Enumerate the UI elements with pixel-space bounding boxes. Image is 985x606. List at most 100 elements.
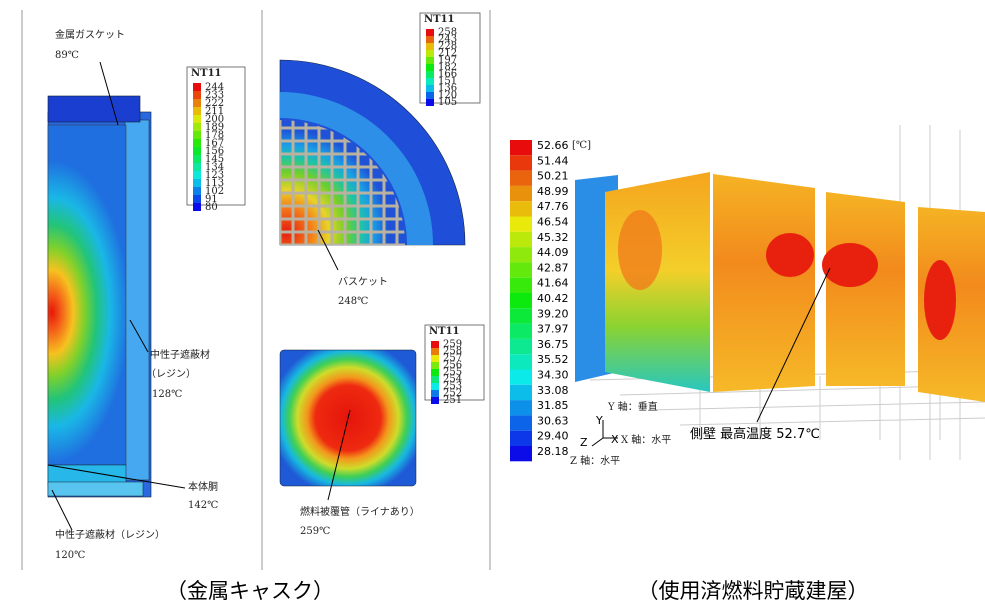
scale-swatch bbox=[510, 262, 532, 277]
scale-label: 50.21 bbox=[537, 170, 569, 183]
legend-swatch bbox=[426, 50, 434, 57]
label: 本体胴 bbox=[188, 480, 218, 493]
legend-label: 80 bbox=[205, 202, 218, 213]
legend-swatch bbox=[193, 155, 201, 163]
label: 120℃ bbox=[55, 550, 85, 561]
scale-label: 31.85 bbox=[537, 399, 569, 412]
scale-label: 37.97 bbox=[537, 323, 569, 336]
note: 側壁 最高温度 52.7℃ bbox=[690, 426, 820, 442]
legend-swatch bbox=[193, 171, 201, 179]
legend-swatch bbox=[431, 376, 439, 383]
scale-swatch bbox=[510, 232, 532, 247]
label: 燃料被覆管（ライナあり） bbox=[300, 505, 420, 518]
legend-swatch bbox=[431, 397, 439, 404]
scale-label: 41.64 bbox=[537, 277, 569, 290]
scale-swatch bbox=[510, 400, 532, 415]
caption: （使用済燃料貯蔵建屋） bbox=[638, 579, 869, 603]
legend-swatch bbox=[426, 92, 434, 99]
figure: 金属ガスケット 89℃ 中性子遮蔽材 （レジン） 128℃ 本体胴 142℃ 中… bbox=[0, 0, 985, 606]
legend-swatch bbox=[426, 57, 434, 64]
legend-swatch bbox=[193, 147, 201, 155]
label: 128℃ bbox=[152, 389, 182, 400]
scale-swatch bbox=[510, 385, 532, 400]
caption: （金属キャスク） bbox=[166, 579, 334, 603]
legend-swatch bbox=[193, 115, 201, 123]
legend-label: 251 bbox=[443, 395, 462, 406]
scale-swatch bbox=[510, 339, 532, 354]
scale-swatch bbox=[510, 370, 532, 385]
legend-swatch bbox=[193, 179, 201, 187]
legend-swatch bbox=[193, 139, 201, 147]
scale-label: 28.18 bbox=[537, 445, 569, 458]
legend-label: 105 bbox=[438, 97, 457, 108]
axis-label: Z 軸：水平 bbox=[570, 454, 620, 467]
scale-swatch bbox=[510, 431, 532, 446]
axis-label: X bbox=[611, 433, 619, 446]
scale-label: 35.52 bbox=[537, 353, 569, 366]
unit: [℃] bbox=[572, 140, 591, 151]
scale-label: 47.76 bbox=[537, 200, 569, 213]
scale-label: 29.40 bbox=[537, 430, 569, 443]
scale-label: 45.32 bbox=[537, 231, 569, 244]
axis-label: Y bbox=[595, 414, 603, 427]
scale-label: 39.20 bbox=[537, 307, 569, 320]
scale-swatch bbox=[510, 415, 532, 430]
legend-swatch bbox=[426, 85, 434, 92]
legend-swatch bbox=[193, 195, 201, 203]
axis-label: Z bbox=[580, 436, 588, 449]
legend-swatch bbox=[193, 99, 201, 107]
legend-swatch bbox=[431, 362, 439, 369]
scale-swatch bbox=[510, 324, 532, 339]
legend-swatch bbox=[193, 131, 201, 139]
legend-swatch bbox=[431, 341, 439, 348]
legend-swatch bbox=[193, 107, 201, 115]
scale-swatch bbox=[510, 446, 532, 461]
label: 89℃ bbox=[55, 50, 79, 61]
legend-swatch bbox=[426, 71, 434, 78]
label: 142℃ bbox=[188, 500, 218, 511]
legend-swatch bbox=[426, 43, 434, 50]
scale-swatch bbox=[510, 293, 532, 308]
legend-swatch bbox=[193, 187, 201, 195]
axis-label: X 軸：水平 bbox=[621, 433, 671, 446]
label: 金属ガスケット bbox=[55, 28, 125, 41]
scale-label: 42.87 bbox=[537, 261, 569, 274]
scale-swatch bbox=[510, 308, 532, 323]
scale-label: 40.42 bbox=[537, 292, 569, 305]
legend-title: NT11 bbox=[429, 326, 460, 337]
scale-swatch bbox=[510, 171, 532, 186]
legend-swatch bbox=[431, 369, 439, 376]
label: （レジン） bbox=[146, 368, 196, 380]
scale-swatch bbox=[510, 186, 532, 201]
scale-label: 48.99 bbox=[537, 185, 569, 198]
scale-label: 36.75 bbox=[537, 338, 569, 351]
legend-swatch bbox=[431, 348, 439, 355]
scale-swatch bbox=[510, 140, 532, 155]
legend-swatch bbox=[431, 390, 439, 397]
label: 中性子遮蔽材 bbox=[150, 348, 210, 361]
scale-swatch bbox=[510, 278, 532, 293]
label: 259℃ bbox=[300, 526, 330, 537]
scale-label: 46.54 bbox=[537, 216, 569, 229]
legend-swatch bbox=[193, 91, 201, 99]
legend-swatch bbox=[193, 203, 201, 211]
scale-label: 51.44 bbox=[537, 154, 569, 167]
scale-swatch bbox=[510, 354, 532, 369]
legend-title: NT11 bbox=[424, 14, 455, 25]
legend-swatch bbox=[426, 36, 434, 43]
legend-swatch bbox=[426, 99, 434, 106]
cask-section bbox=[48, 96, 151, 497]
legend-swatch bbox=[193, 123, 201, 131]
label: 248℃ bbox=[338, 296, 368, 307]
axis-label: Y 軸：垂直 bbox=[607, 400, 658, 413]
scale-swatch bbox=[510, 217, 532, 232]
scale-swatch bbox=[510, 247, 532, 262]
legend-swatch bbox=[426, 78, 434, 85]
scale-swatch bbox=[510, 201, 532, 216]
scale-label: 44.09 bbox=[537, 246, 569, 259]
scale-swatch bbox=[510, 155, 532, 170]
legend-swatch bbox=[431, 355, 439, 362]
leaders bbox=[48, 62, 830, 530]
scale-label: 34.30 bbox=[537, 369, 569, 382]
label: バスケット bbox=[338, 276, 388, 288]
